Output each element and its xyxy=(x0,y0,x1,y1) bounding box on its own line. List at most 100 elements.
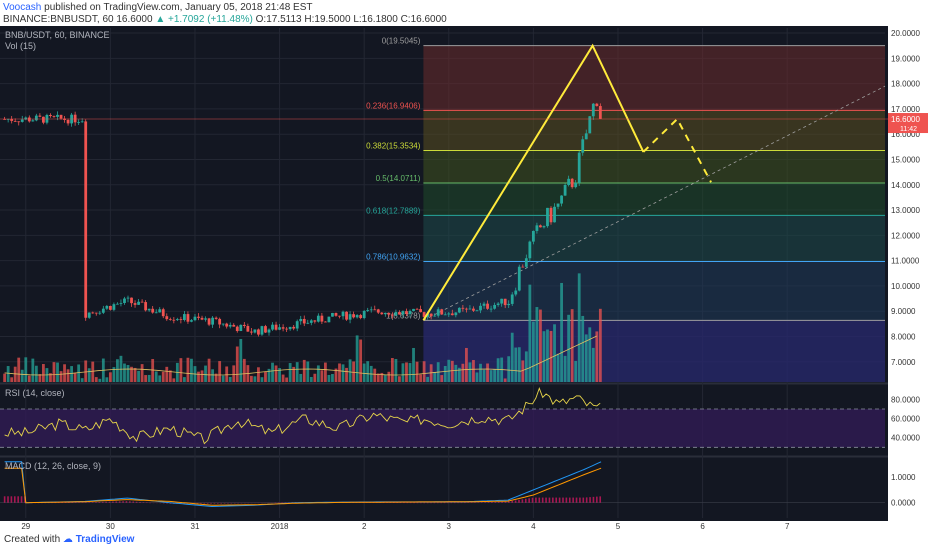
candle-body xyxy=(84,121,88,318)
volume-bar xyxy=(398,376,401,382)
fib-zone xyxy=(423,182,885,216)
candle-body xyxy=(232,324,236,327)
candle-body xyxy=(450,313,454,316)
volume-bar xyxy=(524,351,528,382)
macd-histogram-bar xyxy=(464,502,466,504)
volume-bar xyxy=(588,327,592,382)
volume-bar xyxy=(13,366,17,382)
candle-body xyxy=(465,308,468,310)
volume-bar xyxy=(42,364,45,382)
macd-histogram-bar xyxy=(541,497,544,503)
volume-bar xyxy=(324,362,327,382)
volume-ma-line xyxy=(4,335,597,376)
volume-bar xyxy=(394,358,398,382)
candle-body xyxy=(472,308,475,311)
volume-bar xyxy=(362,363,366,382)
macd-histogram-bar xyxy=(396,502,398,504)
volume-bar xyxy=(531,321,535,382)
volume-bar xyxy=(598,308,602,382)
volume-bar xyxy=(331,374,334,382)
macd-histogram-bar xyxy=(558,497,561,503)
candle-body xyxy=(309,320,313,323)
candle-body xyxy=(101,308,105,313)
macd-histogram-bar xyxy=(281,502,283,504)
volume-bar xyxy=(401,363,405,382)
macd-histogram-bar xyxy=(240,502,243,504)
volume-bar xyxy=(341,364,345,382)
candle-body xyxy=(500,298,504,304)
macd-histogram-bar xyxy=(152,502,155,504)
volume-bar xyxy=(197,371,200,382)
volume-bar xyxy=(200,370,204,382)
last-price-label: 16.6000 xyxy=(116,14,153,25)
volume-bar xyxy=(489,370,493,382)
time-tick-label: 30 xyxy=(106,522,115,531)
main-pane-title: BNB/USDT, 60, BINANCE xyxy=(5,30,110,40)
macd-histogram-bar xyxy=(132,501,135,503)
macd-histogram-bar xyxy=(568,497,571,503)
volume-bar xyxy=(168,370,172,382)
volume-bar xyxy=(98,378,102,382)
volume-bar xyxy=(486,363,489,382)
volume-bar xyxy=(179,358,183,382)
volume-bar xyxy=(405,362,408,382)
volume-bar xyxy=(267,368,271,382)
candle-body xyxy=(38,115,42,117)
macd-histogram-bar xyxy=(531,497,534,503)
candle-body xyxy=(313,320,317,322)
tradingview-brand[interactable]: TradingView xyxy=(75,534,135,545)
macd-histogram-bar xyxy=(200,502,202,504)
projection-wave xyxy=(422,43,645,321)
candle-body xyxy=(204,318,207,320)
macd-histogram-bar xyxy=(230,502,233,504)
candle-body xyxy=(87,312,91,318)
macd-histogram-bar xyxy=(579,497,581,503)
candle-body xyxy=(352,314,356,318)
volume-bar xyxy=(116,359,119,382)
volume-bar xyxy=(3,373,7,382)
candle-body xyxy=(345,311,348,320)
volume-bar xyxy=(556,353,560,382)
volume-bar xyxy=(285,377,289,382)
volume-bar xyxy=(345,367,348,382)
volume-bar xyxy=(27,375,31,382)
volume-bar xyxy=(528,284,532,382)
candle-body xyxy=(31,120,35,122)
author-link[interactable]: Voocash xyxy=(3,2,42,13)
created-with-label: Created with xyxy=(4,534,61,545)
volume-bar xyxy=(147,374,151,382)
candle-body xyxy=(278,327,281,330)
candle-body xyxy=(80,121,84,123)
candle-body xyxy=(482,303,486,306)
candle-body xyxy=(151,308,155,313)
candle-body xyxy=(521,266,525,268)
macd-histogram-bar xyxy=(497,501,500,503)
time-tick-label: 5 xyxy=(616,522,621,531)
macd-histogram-bar xyxy=(552,497,554,503)
candle-body xyxy=(398,312,401,315)
macd-histogram-bar xyxy=(277,502,280,504)
macd-histogram-bar xyxy=(210,502,212,504)
volume-bar xyxy=(591,347,595,382)
macd-histogram-bar xyxy=(450,502,453,504)
macd-histogram-bar xyxy=(443,502,446,504)
candle-body xyxy=(433,315,437,317)
candle-body xyxy=(401,311,405,315)
candle-body xyxy=(588,116,592,134)
ohlc-label: O:17.5113 H:19.5000 L:16.1800 C:16.6000 xyxy=(255,14,447,25)
macd-histogram-bar xyxy=(264,502,266,504)
candle-body xyxy=(408,310,412,315)
macd-histogram-bar xyxy=(518,499,520,503)
macd-histogram-bar xyxy=(227,502,229,504)
candle-body xyxy=(299,318,303,322)
candle-body xyxy=(225,323,229,327)
volume-bar xyxy=(221,375,225,382)
rsi-tick-label: 40.0000 xyxy=(891,434,920,443)
volume-bar xyxy=(503,378,507,382)
countdown-label: 11:42 xyxy=(900,126,917,133)
candle-body xyxy=(570,178,574,188)
candle-body xyxy=(563,184,567,196)
candle-body xyxy=(429,313,433,317)
macd-histogram-bar xyxy=(436,502,439,504)
